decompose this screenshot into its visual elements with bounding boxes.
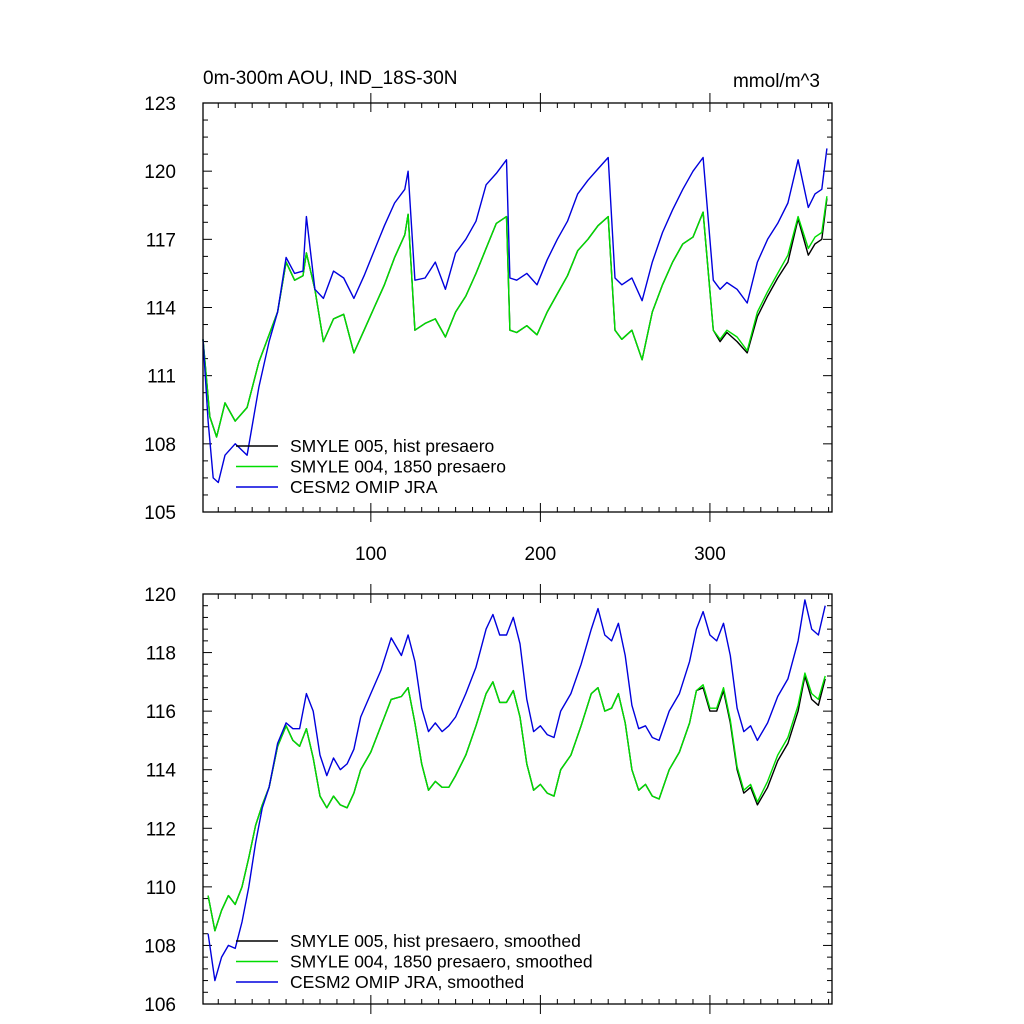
y-tick-label: 110 [146, 878, 176, 899]
top-panel-units: mmol/m^3 [733, 71, 820, 92]
series-line-smyle-005-hist-presaero-smoothed [207, 675, 826, 932]
y-tick-label: 117 [146, 230, 176, 251]
bottom-panel-series [207, 599, 826, 982]
legend-label: SMYLE 005, hist presaero [290, 436, 494, 456]
bottom-panel: 106 108 110 112 114 116 118 120 SMYLE 005, hist… [144, 584, 833, 1016]
series-line-cesm2-omip-jra [202, 148, 828, 484]
bottom-panel-frame [202, 593, 833, 1005]
bottom-panel-y-tick-labels: 106 108 110 112 114 116 118 120 [144, 585, 176, 1016]
x-tick-label: 300 [694, 544, 726, 565]
y-tick-label: 114 [146, 761, 177, 782]
series-line-smyle-004-1850-presaero-smoothed [207, 672, 826, 932]
series-line-cesm2-omip-jra-smoothed [207, 599, 826, 982]
legend-label: CESM2 OMIP JRA, smoothed [290, 972, 524, 992]
top-panel-title: 0m-300m AOU, IND_18S-30N [203, 68, 458, 89]
y-tick-label: 108 [144, 936, 176, 957]
top-panel-frame [202, 102, 833, 513]
x-tick-label: 200 [525, 544, 557, 565]
top-panel-y-tick-labels: 105 108 111 114 117 120 123 [144, 94, 176, 524]
y-tick-label: 106 [144, 995, 176, 1016]
x-tick-label: 100 [355, 544, 387, 565]
y-tick-label: 116 [146, 702, 176, 723]
legend-label: CESM2 OMIP JRA [290, 477, 438, 497]
y-tick-label: 108 [144, 435, 176, 456]
bottom-panel-legend: SMYLE 005, hist presaero, smoothedSMYLE … [236, 931, 593, 992]
y-tick-label: 120 [144, 585, 176, 606]
y-tick-label: 123 [144, 94, 176, 115]
y-tick-label: 120 [144, 162, 176, 183]
top-panel-series [202, 148, 828, 484]
top-panel-x-tick-labels: 100 200 300 [355, 544, 726, 565]
y-tick-label: 105 [144, 503, 176, 524]
series-line-smyle-005-hist-presaero [202, 198, 828, 438]
y-tick-label: 114 [146, 299, 177, 320]
legend-label: SMYLE 005, hist presaero, smoothed [290, 931, 581, 951]
legend-label: SMYLE 004, 1850 presaero, smoothed [290, 952, 593, 972]
y-tick-label: 118 [146, 644, 176, 665]
top-panel: 0m-300m AOU, IND_18S-30N mmol/m^3 105 108… [144, 68, 833, 565]
series-line-smyle-004-1850-presaero [202, 196, 828, 438]
y-tick-label: 111 [147, 367, 176, 388]
y-tick-label: 112 [146, 819, 176, 840]
legend-label: SMYLE 004, 1850 presaero [290, 457, 506, 477]
